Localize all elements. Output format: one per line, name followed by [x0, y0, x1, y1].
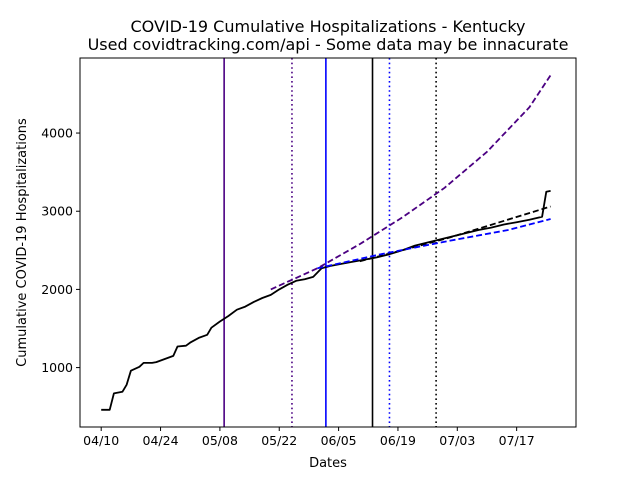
x-tick-label-5: 06/19: [380, 433, 416, 448]
chart-title-line-1: COVID-19 Cumulative Hospitalizations - K…: [130, 17, 525, 36]
x-tick-label-2: 05/08: [202, 433, 238, 448]
x-tick-label-7: 07/17: [499, 433, 535, 448]
x-tick-label-3: 05/22: [261, 433, 297, 448]
y-axis-label: Cumulative COVID-19 Hospitalizations: [15, 118, 30, 367]
y-tick-label-2: 3000: [41, 204, 73, 219]
plot-frame: [79, 57, 577, 428]
x-tick-label-1: 04/24: [143, 433, 179, 448]
series-line-2: [317, 218, 551, 270]
chart-title-line-2: Used covidtracking.com/api - Some data m…: [88, 35, 569, 54]
series-line-0: [101, 190, 551, 411]
plot-area: [101, 58, 552, 427]
x-tick-label-0: 04/10: [83, 433, 119, 448]
series-line-3: [270, 74, 552, 291]
y-tick-label-0: 1000: [41, 360, 73, 375]
x-tick-label-6: 07/03: [439, 433, 475, 448]
y-axis: 1000 2000 3000 4000: [41, 126, 80, 375]
y-tick-label-1: 2000: [41, 282, 73, 297]
x-axis-label: Dates: [309, 456, 347, 471]
x-tick-label-4: 06/05: [321, 433, 357, 448]
series-line-1: [359, 205, 551, 263]
x-axis: 04/10 04/24 05/08 05/22 06/05 06/19 07/03 07/17: [83, 427, 535, 448]
y-tick-label-3: 4000: [41, 126, 73, 141]
